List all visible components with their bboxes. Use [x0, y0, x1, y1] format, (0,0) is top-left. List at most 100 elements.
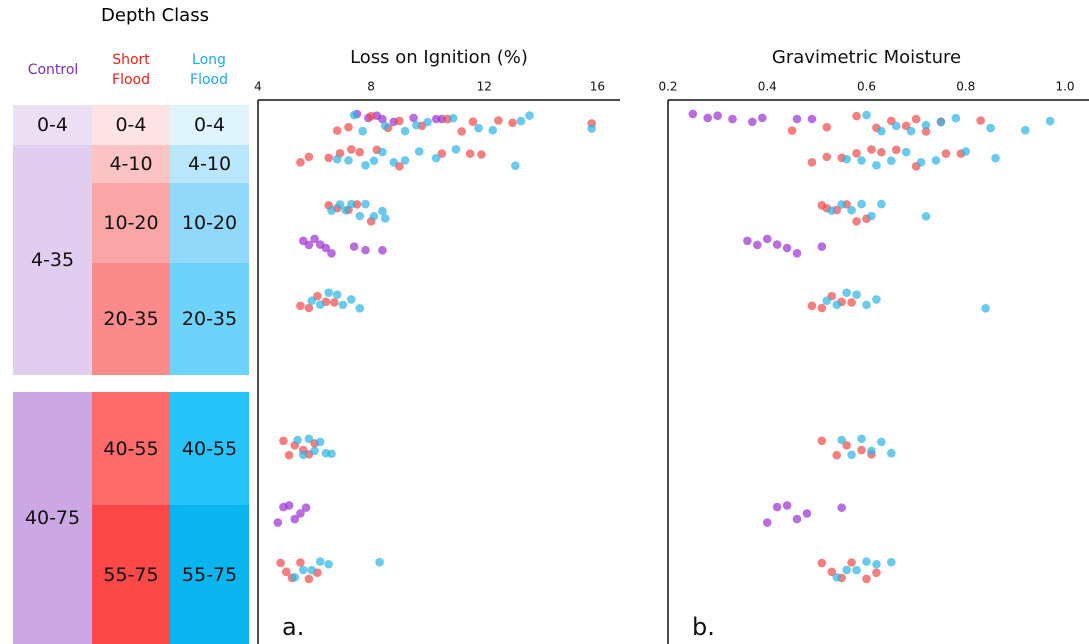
data-point	[468, 117, 478, 126]
table-title: Depth Class	[101, 5, 209, 26]
data-point	[822, 122, 832, 132]
data-point	[347, 145, 356, 154]
data-point	[1045, 116, 1055, 126]
data-point	[877, 147, 886, 157]
data-point	[817, 242, 827, 251]
data-point	[931, 156, 941, 165]
data-point	[852, 217, 861, 226]
table-cell: 40-55	[92, 392, 170, 505]
data-point	[465, 149, 475, 158]
data-point	[872, 160, 881, 170]
data-point	[787, 126, 797, 135]
data-point	[587, 124, 597, 133]
data-point	[511, 161, 520, 171]
data-point	[307, 565, 317, 575]
data-point	[887, 557, 896, 567]
data-point	[877, 437, 886, 447]
data-point	[817, 303, 827, 313]
column-header: Control	[27, 62, 79, 78]
data-point	[1021, 125, 1030, 135]
data-point	[355, 147, 365, 157]
data-point	[688, 109, 698, 119]
data-point	[378, 206, 387, 216]
data-point	[448, 113, 458, 123]
data-point	[290, 572, 300, 582]
table-cell: 0-4	[92, 105, 170, 145]
data-point	[324, 559, 334, 569]
data-point	[423, 117, 432, 127]
table-cell: 10-20	[170, 183, 249, 263]
data-point	[304, 574, 314, 584]
data-point	[891, 145, 901, 155]
data-point	[847, 298, 856, 307]
data-point	[862, 557, 871, 566]
data-point	[431, 153, 441, 163]
data-point	[290, 514, 300, 524]
data-point	[862, 300, 871, 310]
data-point	[380, 214, 390, 223]
data-point	[951, 113, 961, 123]
data-point	[347, 295, 356, 304]
data-point	[887, 448, 896, 458]
data-point	[703, 113, 712, 123]
data-point	[332, 290, 342, 299]
data-point	[304, 240, 314, 250]
data-point	[867, 145, 876, 154]
data-point	[389, 157, 399, 167]
data-point	[822, 152, 832, 162]
x-tick-label: 8	[367, 80, 375, 94]
data-point	[872, 559, 881, 569]
data-point	[304, 152, 314, 162]
data-point	[877, 199, 886, 209]
data-point	[877, 126, 886, 136]
data-point	[847, 450, 856, 460]
data-point	[284, 450, 294, 460]
data-point	[757, 113, 767, 123]
data-point	[361, 199, 370, 209]
data-point	[857, 156, 866, 165]
data-point	[298, 450, 308, 460]
data-point	[981, 304, 990, 313]
data-point	[324, 153, 334, 163]
data-point	[347, 199, 356, 209]
data-point	[315, 437, 325, 447]
data-point	[837, 435, 846, 445]
data-point	[753, 240, 762, 250]
data-point	[296, 158, 305, 167]
data-point	[301, 503, 311, 512]
data-point	[921, 120, 931, 130]
data-point	[867, 211, 876, 221]
data-point	[281, 567, 291, 577]
data-point	[412, 120, 421, 130]
x-tick-label: 0.4	[758, 80, 777, 94]
data-point	[361, 160, 370, 170]
data-point	[832, 300, 842, 310]
data-point	[273, 518, 283, 527]
data-point	[457, 127, 466, 136]
data-point	[516, 116, 526, 126]
table-cell: 4-35	[13, 145, 92, 375]
data-point	[330, 298, 339, 307]
table-cell: 4-10	[170, 145, 249, 183]
data-point	[361, 245, 370, 255]
data-point	[298, 565, 308, 575]
data-point	[837, 200, 846, 209]
x-tick-label: 0.6	[857, 80, 876, 94]
data-point	[852, 111, 861, 121]
data-point	[276, 558, 285, 568]
data-point	[842, 288, 851, 297]
data-point	[827, 206, 837, 215]
data-point	[310, 446, 319, 456]
data-point	[802, 509, 812, 518]
data-point	[400, 156, 410, 165]
x-tick-label: 16	[590, 80, 605, 94]
data-point	[344, 156, 353, 165]
data-point	[827, 567, 837, 577]
x-tick-label: 4	[254, 80, 262, 94]
data-point	[748, 117, 757, 127]
table-cell: 55-75	[92, 505, 170, 644]
data-point	[304, 303, 314, 313]
data-point	[986, 123, 995, 133]
data-point	[332, 126, 342, 135]
chart-title: Loss on Ignition (%)	[350, 47, 528, 68]
